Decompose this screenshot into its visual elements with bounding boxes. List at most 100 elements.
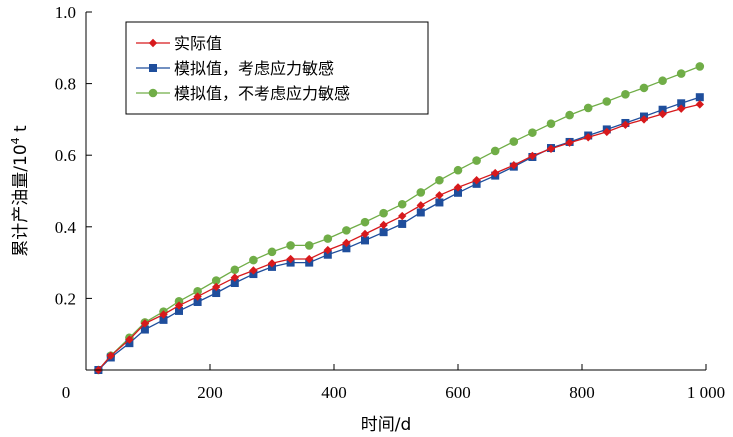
data-point: [106, 351, 115, 360]
data-point: [211, 276, 221, 285]
data-point: [397, 199, 407, 209]
data-point: [323, 245, 332, 255]
data-point: [286, 241, 295, 250]
data-point: [528, 151, 537, 161]
legend-box: [125, 21, 429, 115]
data-point: [175, 306, 183, 315]
data-point: [416, 201, 425, 210]
data-point: [658, 76, 667, 86]
data-point: [286, 254, 295, 264]
data-point: [453, 165, 463, 175]
data-point: [416, 208, 425, 217]
data-point: [125, 335, 134, 344]
data-point: [230, 273, 239, 282]
legend-marker: [148, 38, 158, 48]
data-point: [323, 250, 332, 259]
data-point: [621, 90, 630, 99]
data-point: [602, 127, 611, 137]
data-point: [435, 191, 444, 200]
y-axis-title-unit: t: [11, 125, 31, 137]
data-point: [546, 144, 556, 153]
y-axis-title-exponent: 4: [9, 137, 22, 144]
data-point: [658, 109, 667, 119]
data-point: [435, 175, 444, 185]
data-point: [230, 265, 240, 275]
data-point: [639, 83, 649, 93]
data-point: [323, 234, 333, 243]
y-tick-label: 0.6: [55, 146, 76, 165]
data-point: [454, 188, 462, 197]
data-point: [695, 62, 705, 71]
data-point: [453, 183, 463, 192]
data-point: [305, 254, 314, 264]
data-point: [472, 156, 481, 165]
data-point: [509, 137, 519, 146]
data-point: [193, 292, 202, 301]
data-point: [159, 315, 168, 324]
x-tick-label: 600: [445, 383, 471, 402]
data-point: [528, 128, 537, 137]
data-point: [360, 229, 370, 239]
data-point: [304, 241, 314, 250]
data-point: [159, 310, 168, 319]
legend-label: 模拟值，考虑应力敏感: [174, 59, 334, 78]
data-point: [342, 238, 351, 248]
data-point: [565, 138, 574, 147]
data-point: [658, 105, 667, 114]
data-point: [193, 297, 202, 306]
y-tick-label: 1.0: [55, 3, 76, 22]
data-point: [140, 325, 149, 334]
data-point: [398, 219, 407, 228]
series-line: [97, 96, 701, 371]
data-point: [342, 226, 351, 235]
data-point: [398, 211, 407, 221]
data-point: [677, 99, 686, 108]
x-tick-label: 200: [197, 383, 223, 402]
legend-label: 模拟值，不考虑应力敏感: [174, 84, 350, 103]
x-tick-label: 800: [569, 383, 595, 402]
data-point: [565, 110, 574, 120]
legend-entry-2: 模拟值，考虑应力敏感: [136, 59, 334, 78]
data-point: [342, 244, 351, 253]
data-point: [193, 286, 202, 296]
x-tick-label: 400: [321, 383, 347, 402]
data-point: [361, 236, 369, 245]
legend-marker: [148, 88, 158, 98]
data-point: [174, 296, 184, 306]
data-point: [546, 119, 556, 128]
x-axis-title: 时间/d: [361, 415, 412, 435]
legend-marker: [149, 64, 157, 72]
data-point: [267, 247, 277, 257]
data-point: [639, 115, 649, 124]
series-3: [94, 62, 705, 375]
series-2: [94, 93, 704, 374]
legend-entry-3: 模拟值，不考虑应力敏感: [136, 84, 350, 103]
data-point: [435, 198, 444, 207]
x-tick-label: 0: [62, 383, 71, 402]
data-point: [360, 217, 370, 227]
data-point: [174, 301, 184, 310]
x-tick-label: 1 000: [687, 383, 725, 402]
data-point: [584, 133, 593, 142]
data-point: [249, 255, 258, 265]
series-line: [97, 65, 701, 371]
data-point: [490, 146, 500, 156]
data-point: [249, 266, 258, 275]
data-point: [212, 289, 221, 298]
legend-entry-1: 实际值: [136, 34, 222, 53]
data-point: [695, 100, 704, 109]
legend-label: 实际值: [174, 34, 222, 53]
data-point: [695, 93, 704, 102]
data-point: [583, 103, 593, 113]
data-point: [491, 168, 500, 178]
series-1: [94, 100, 704, 375]
series-line: [97, 103, 700, 371]
data-point: [379, 228, 388, 237]
data-point: [267, 259, 277, 268]
data-point: [621, 120, 630, 129]
y-tick-label: 0.2: [55, 289, 76, 308]
y-tick-label: 0.4: [55, 218, 77, 237]
data-point: [676, 69, 686, 78]
